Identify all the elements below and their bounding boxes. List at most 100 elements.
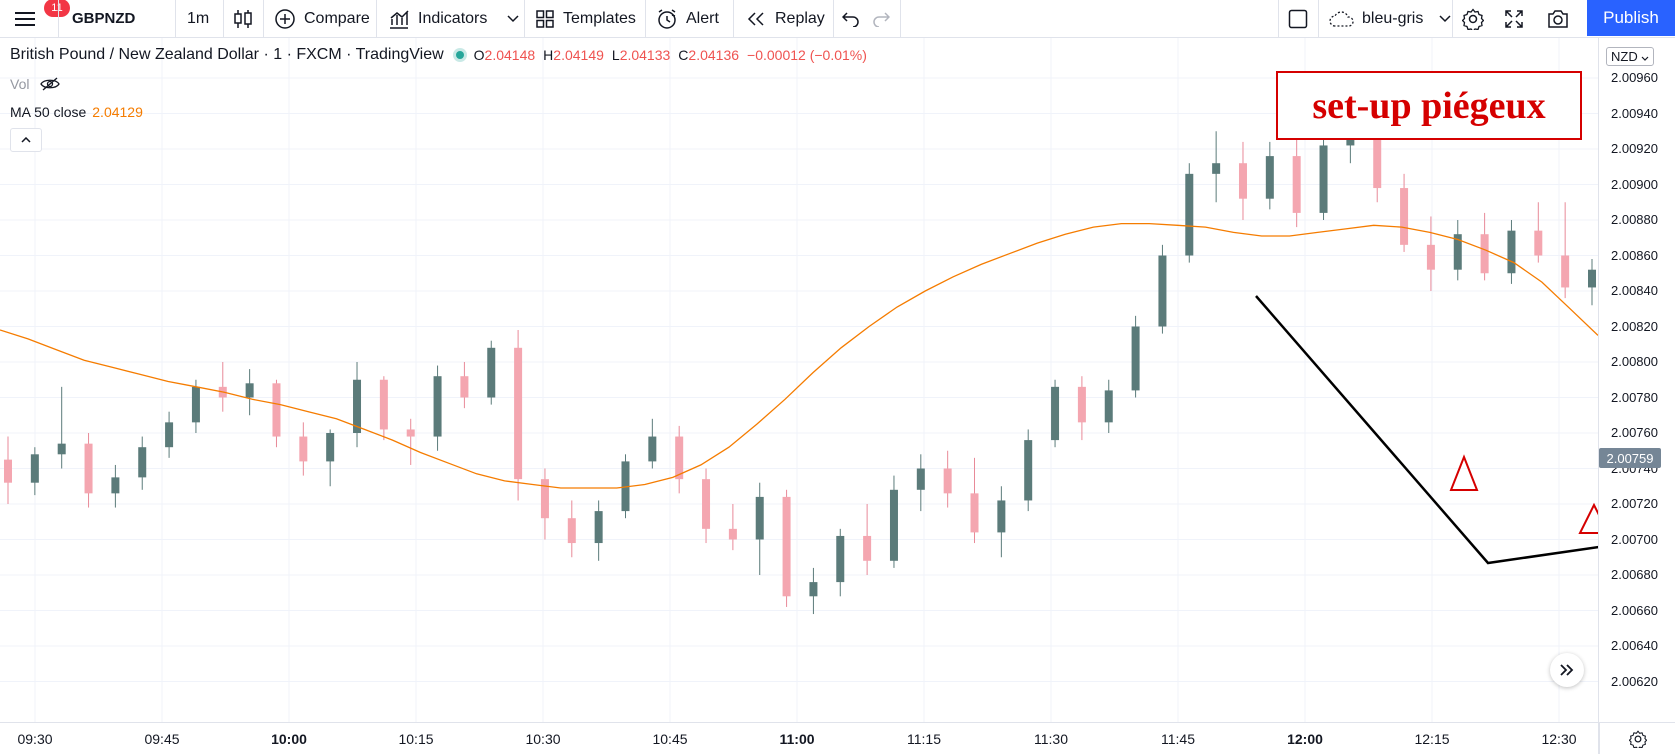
candle xyxy=(540,468,549,540)
snapshot-button[interactable] xyxy=(1547,0,1569,37)
price-axis-label: 2.00960 xyxy=(1611,70,1658,85)
candle xyxy=(165,411,174,458)
publish-button[interactable]: Publish xyxy=(1587,0,1675,36)
indicators-button[interactable]: Indicators xyxy=(388,0,519,37)
volume-legend[interactable]: Vol xyxy=(10,76,61,92)
candle xyxy=(863,504,872,575)
candle xyxy=(1131,315,1140,398)
scroll-to-realtime-button[interactable] xyxy=(1550,653,1584,687)
time-axis-label: 09:30 xyxy=(17,731,53,747)
main-menu-button[interactable]: 11 xyxy=(14,0,70,37)
candle xyxy=(4,436,12,504)
candle xyxy=(1319,131,1328,220)
candles-icon xyxy=(234,9,252,28)
high-value: 2.04149 xyxy=(553,47,604,63)
chart-style-button[interactable] xyxy=(232,0,254,37)
collapse-legend-button[interactable] xyxy=(10,128,42,152)
candle xyxy=(1238,141,1247,220)
candle xyxy=(1426,216,1435,291)
candle xyxy=(272,379,281,448)
alert-label: Alert xyxy=(686,9,719,27)
candle xyxy=(1292,127,1301,228)
time-axis-label: 12:00 xyxy=(1287,731,1323,747)
candle xyxy=(755,482,764,575)
time-axis-label: 11:00 xyxy=(779,731,815,747)
candle xyxy=(1158,244,1167,334)
candle xyxy=(782,489,791,607)
annotation-text-box[interactable]: set-up piégeux xyxy=(1276,71,1582,140)
time-axis[interactable] xyxy=(0,722,1598,754)
ma-legend[interactable]: MA 50 close 2.04129 xyxy=(10,104,143,120)
settings-button[interactable] xyxy=(1462,0,1484,37)
candle xyxy=(889,475,898,568)
expand-icon xyxy=(1505,9,1523,28)
eye-crossed-icon[interactable] xyxy=(39,76,61,92)
replay-button[interactable]: Replay xyxy=(745,0,825,37)
time-axis-label: 11:45 xyxy=(1161,731,1195,747)
price-axis-label: 2.00840 xyxy=(1611,283,1658,298)
templates-label: Templates xyxy=(563,9,636,27)
candle xyxy=(138,436,147,490)
templates-button[interactable]: Templates xyxy=(535,0,636,37)
time-axis-label: 10:15 xyxy=(398,731,434,747)
candle xyxy=(675,425,684,494)
candle xyxy=(487,340,496,405)
symbol-search-button[interactable]: GBPNZD xyxy=(72,10,136,27)
candle xyxy=(1265,141,1274,210)
price-axis-label: 2.00940 xyxy=(1611,105,1658,121)
candle xyxy=(299,422,308,476)
price-chart[interactable] xyxy=(0,38,1598,722)
undo-button[interactable] xyxy=(842,0,860,37)
time-axis-label: 09:45 xyxy=(144,731,180,747)
triangle-marker[interactable] xyxy=(1578,502,1598,534)
ma-50-line xyxy=(0,222,1598,489)
low-label: L xyxy=(611,47,620,63)
price-axis-label: 2.00780 xyxy=(1611,389,1658,405)
price-axis[interactable] xyxy=(1598,38,1675,754)
symbol-title: British Pound / New Zealand Dollar · 1 ·… xyxy=(10,46,444,63)
trend-line-drawing[interactable] xyxy=(1255,295,1598,565)
candle xyxy=(1077,376,1086,441)
compare-button[interactable]: Compare xyxy=(274,0,370,37)
alert-button[interactable]: Alert xyxy=(656,0,719,37)
undo-icon xyxy=(842,11,859,27)
indicators-label: Indicators xyxy=(418,9,488,27)
triangle-marker[interactable] xyxy=(1449,454,1479,491)
candle xyxy=(648,418,657,469)
rewind-icon xyxy=(747,11,764,26)
layout-button[interactable]: bleu-gris xyxy=(1328,0,1451,37)
candle xyxy=(809,567,818,615)
volume-label: Vol xyxy=(10,76,30,92)
currency-selector[interactable]: NZD xyxy=(1606,47,1655,66)
gear-icon xyxy=(1628,729,1647,748)
price-axis-label: 2.00920 xyxy=(1611,141,1658,156)
time-axis-label: 11:30 xyxy=(1034,731,1068,747)
candle xyxy=(728,504,737,551)
layout-name: bleu-gris xyxy=(1362,9,1424,27)
candle xyxy=(460,362,469,409)
candle xyxy=(1588,259,1596,306)
axis-settings-button[interactable] xyxy=(1599,722,1675,754)
candle xyxy=(57,386,66,469)
chevron-down-icon xyxy=(507,14,519,22)
candle xyxy=(836,528,845,597)
price-axis-label: 2.00880 xyxy=(1611,212,1658,227)
interval-button[interactable]: 1m xyxy=(187,9,210,27)
candle xyxy=(1051,379,1060,448)
candle xyxy=(514,330,523,501)
expand-button[interactable] xyxy=(1504,0,1524,37)
candle xyxy=(218,362,227,412)
high-label: H xyxy=(543,47,554,63)
redo-button[interactable] xyxy=(872,0,890,37)
candle xyxy=(1024,429,1033,512)
change-value: −0.00012 (−0.01%) xyxy=(747,47,867,63)
compare-label: Compare xyxy=(304,9,370,27)
open-label: O xyxy=(473,47,485,63)
last-price-tag: 2.00759 xyxy=(1599,448,1661,468)
fullscreen-square-button[interactable] xyxy=(1288,0,1308,37)
candle xyxy=(111,464,120,508)
hamburger-icon xyxy=(15,11,35,26)
candle xyxy=(567,500,576,558)
chevron-up-icon xyxy=(21,137,31,143)
alarm-clock-icon xyxy=(658,8,676,29)
